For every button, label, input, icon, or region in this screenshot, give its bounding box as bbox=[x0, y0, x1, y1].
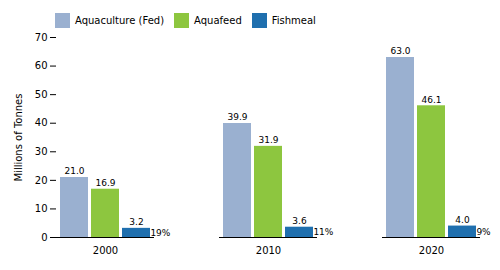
svg-text:0: 0 bbox=[41, 232, 47, 243]
svg-text:3.2: 3.2 bbox=[129, 217, 143, 227]
svg-text:30: 30 bbox=[35, 146, 48, 157]
svg-text:4.0: 4.0 bbox=[455, 215, 470, 225]
svg-text:16.9: 16.9 bbox=[95, 178, 115, 188]
svg-text:19%: 19% bbox=[150, 228, 170, 238]
html-text:Aquafeed: Aquafeed bbox=[194, 15, 242, 26]
html-text:Fishmeal: Fishmeal bbox=[271, 15, 316, 26]
svg-text:40: 40 bbox=[35, 117, 48, 128]
html-text:Aquaculture (Fed): Aquaculture (Fed) bbox=[75, 15, 165, 26]
svg-text:46.1: 46.1 bbox=[421, 95, 441, 105]
svg-text:3.6: 3.6 bbox=[292, 216, 307, 226]
svg-text:21.0: 21.0 bbox=[64, 166, 84, 176]
svg-text:31.9: 31.9 bbox=[258, 135, 278, 145]
svg-text:2000: 2000 bbox=[93, 245, 118, 256]
svg-text:2010: 2010 bbox=[256, 245, 281, 256]
svg-text:20: 20 bbox=[35, 175, 48, 186]
svg-text:60: 60 bbox=[35, 60, 48, 71]
svg-text:10: 10 bbox=[35, 203, 48, 214]
svg-text:2020: 2020 bbox=[419, 245, 444, 256]
svg-text:50: 50 bbox=[35, 89, 48, 100]
svg-text:70: 70 bbox=[35, 32, 48, 43]
svg-text:39.9: 39.9 bbox=[227, 112, 247, 122]
svg-text:11%: 11% bbox=[313, 227, 333, 237]
svg-text:63.0: 63.0 bbox=[390, 46, 410, 56]
svg-text:9%: 9% bbox=[476, 227, 491, 237]
svg-text:Millions of Tonnes: Millions of Tonnes bbox=[13, 94, 24, 182]
